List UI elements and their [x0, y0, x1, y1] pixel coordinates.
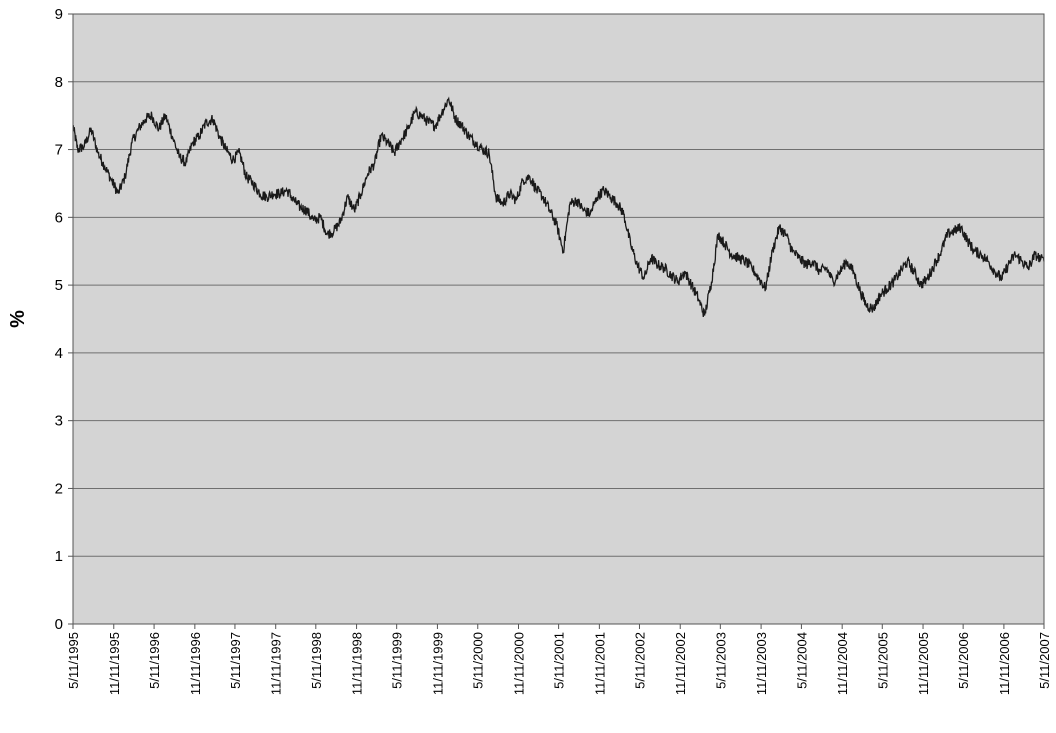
- x-tick-label: 5/11/2007: [1037, 632, 1052, 689]
- x-tick-label: 11/11/2000: [512, 632, 527, 695]
- y-tick-label: 0: [55, 616, 63, 633]
- x-tick-label: 5/11/2004: [794, 632, 809, 689]
- series-line: [72, 96, 1045, 318]
- x-tick-label: 11/11/2005: [916, 632, 931, 695]
- y-tick-label: 9: [55, 6, 63, 23]
- y-tick-label: 8: [55, 74, 63, 91]
- x-tick-label: 5/11/2002: [632, 632, 647, 689]
- y-axis-label: %: [7, 310, 29, 328]
- x-tick-label: 11/11/1996: [188, 632, 203, 695]
- x-tick-label: 5/11/1995: [66, 632, 81, 689]
- x-tick-label: 5/11/2006: [956, 632, 971, 689]
- y-axis-ticks: 0 1 2 3 4 5 6 7 8 9: [55, 6, 73, 633]
- x-tick-label: 5/11/2000: [471, 632, 486, 689]
- y-tick-label: 3: [55, 413, 63, 430]
- plot-area: [73, 14, 1044, 624]
- x-tick-label: 5/11/1998: [309, 632, 324, 689]
- y-tick-label: 1: [55, 548, 63, 565]
- x-tick-label: 5/11/2005: [875, 632, 890, 689]
- x-axis-ticks: 5/11/1995 11/11/1995 5/11/1996 11/11/1996 5/…: [66, 624, 1052, 695]
- plot-border: [72, 13, 1045, 625]
- x-tick-label: 5/11/2001: [552, 632, 567, 689]
- y-tick-label: 4: [55, 345, 63, 362]
- x-tick-label: 11/11/1997: [269, 632, 284, 695]
- x-tick-label: 5/11/1999: [390, 632, 405, 689]
- x-tick-label: 11/11/1998: [350, 632, 365, 695]
- x-tick-label: 11/11/2002: [673, 632, 688, 695]
- x-tick-label: 5/11/1997: [228, 632, 243, 689]
- y-tick-label: 6: [55, 209, 63, 226]
- y-tick-label: 7: [55, 142, 63, 159]
- x-tick-label: 11/11/2001: [592, 632, 607, 695]
- x-tick-label: 11/11/1999: [430, 632, 445, 695]
- y-tick-label: 2: [55, 480, 63, 497]
- x-tick-label: 5/11/2003: [713, 632, 728, 689]
- x-tick-label: 11/11/2006: [997, 632, 1012, 695]
- y-tick-label: 5: [55, 277, 63, 294]
- gridlines: [73, 81, 1044, 557]
- x-tick-label: 11/11/2003: [754, 632, 769, 695]
- x-tick-label: 5/11/1996: [147, 632, 162, 689]
- x-tick-label: 11/11/2004: [835, 632, 850, 695]
- x-tick-label: 11/11/1995: [107, 632, 122, 695]
